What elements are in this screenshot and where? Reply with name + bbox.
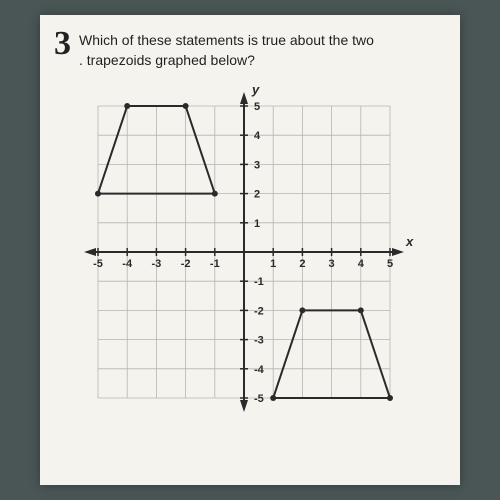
question-number: 3 (54, 29, 71, 70)
svg-text:-1: -1 (254, 276, 264, 288)
svg-text:1: 1 (254, 218, 260, 230)
svg-text:x: x (405, 234, 414, 249)
svg-text:3: 3 (329, 258, 335, 270)
question-text: Which of these statements is true about … (79, 29, 374, 70)
svg-text:2: 2 (254, 189, 260, 201)
question-line2: trapezoids graphed below? (87, 52, 255, 68)
question-line1: Which of these statements is true about … (79, 32, 374, 48)
svg-text:y: y (251, 82, 260, 97)
question-block: 3 Which of these statements is true abou… (54, 29, 446, 70)
svg-text:3: 3 (254, 160, 260, 172)
svg-text:-5: -5 (254, 393, 264, 405)
svg-text:4: 4 (358, 258, 365, 270)
svg-text:-4: -4 (122, 258, 133, 270)
svg-text:-3: -3 (254, 335, 264, 347)
svg-text:5: 5 (254, 101, 260, 113)
svg-text:2: 2 (299, 258, 305, 270)
svg-text:-5: -5 (93, 258, 103, 270)
svg-text:-1: -1 (210, 258, 220, 270)
worksheet-page: 3 Which of these statements is true abou… (40, 15, 460, 485)
svg-text:5: 5 (387, 258, 393, 270)
svg-text:-2: -2 (181, 258, 191, 270)
svg-text:-4: -4 (254, 364, 265, 376)
svg-text:4: 4 (254, 130, 261, 142)
svg-text:1: 1 (270, 258, 276, 270)
svg-text:-3: -3 (152, 258, 162, 270)
coordinate-plane-chart: -5 -4 -3 -2 -1 1 2 3 4 5 5 4 3 2 1 -1 -2 -3 -4 -5 x y (74, 82, 414, 422)
chart-svg: -5 -4 -3 -2 -1 1 2 3 4 5 5 4 3 2 1 -1 -2 -3 -4 -5 x y (74, 82, 414, 422)
svg-text:-2: -2 (254, 306, 264, 318)
